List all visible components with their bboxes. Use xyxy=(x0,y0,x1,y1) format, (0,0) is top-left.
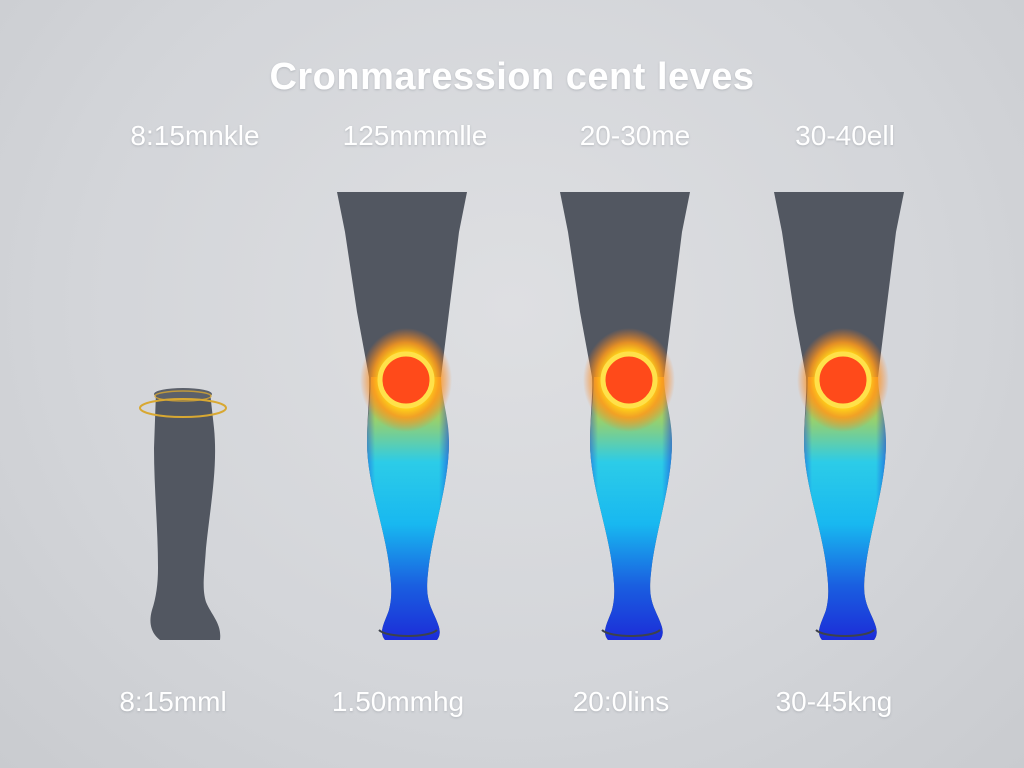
sock-band-icon xyxy=(139,398,227,418)
column-4-top-label: 30-40ell xyxy=(795,120,895,151)
leg-1-sock xyxy=(139,388,227,640)
page-title: Cronmaression cent leves xyxy=(269,56,755,98)
leg-4-heatmap xyxy=(774,192,904,640)
column-4-bottom-label: 30-45kng xyxy=(775,686,893,717)
column-1-top-label: 8:15mnkle xyxy=(130,120,260,151)
column-3-bottom-label: 20:0lins xyxy=(572,686,670,717)
column-2-top-label: 125mmmlle xyxy=(342,120,488,151)
column-2-bottom-label: 1.50mmhg xyxy=(331,686,465,717)
column-1-bottom-label: 8:15mml xyxy=(119,686,227,717)
leg-2-heatmap xyxy=(337,192,467,640)
column-3-top-label: 20-30me xyxy=(579,120,691,151)
leg-3-heatmap xyxy=(560,192,690,640)
